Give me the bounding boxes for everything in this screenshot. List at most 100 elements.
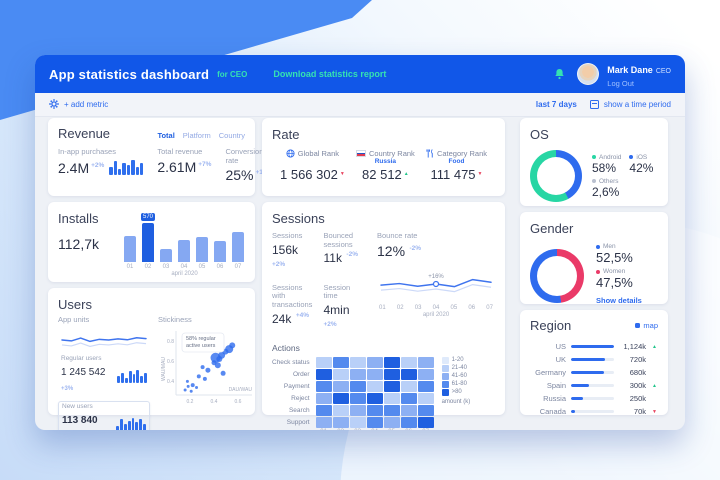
region-bar-fill (571, 345, 614, 348)
spark-bar (127, 420, 131, 430)
x-tick-label: 02 (333, 429, 349, 430)
app-units-label: App units (58, 315, 90, 324)
new-users-spark-chart (116, 417, 146, 430)
spark-bar (119, 419, 123, 430)
legend-item: >80 (441, 388, 471, 396)
heatmap-row (315, 380, 434, 392)
rank-value: 1 566 302 (280, 167, 338, 182)
region-bar-track (571, 397, 614, 400)
sessions-metrics: Sessions 156k +2% Bounced sessions 11k -… (272, 231, 366, 337)
heatmap-cell (349, 380, 366, 392)
tab-platform[interactable]: Platform (182, 131, 211, 140)
x-tick-label: 06 (216, 264, 224, 270)
os-donut-chart (530, 150, 582, 202)
metric-value: 25% (225, 167, 254, 184)
bar (214, 210, 226, 262)
show-details-link[interactable]: Show details (596, 296, 642, 305)
page-title: App statistics dashboard (49, 66, 210, 82)
svg-text:+16%: +16% (428, 274, 444, 280)
legend-ios: iOS 42% (629, 154, 658, 175)
region-bar-track (571, 410, 614, 413)
map-toggle[interactable]: map (635, 321, 658, 330)
region-value: 250k (629, 394, 646, 403)
heatmap-cell (349, 368, 366, 380)
region-value: 300k (629, 381, 646, 390)
region-bar-track (571, 358, 614, 361)
calendar-icon[interactable] (589, 100, 599, 109)
heatmap-cell (417, 368, 434, 380)
metric-label: Bounced sessions (323, 231, 354, 249)
heatmap-cell (366, 380, 383, 392)
legend-label: Men (603, 243, 616, 250)
period-current-label[interactable]: last 7 days (535, 100, 577, 109)
region-row: UK 720k (530, 353, 658, 366)
legend-swatch (441, 356, 449, 364)
region-row: Germany 680k (530, 366, 658, 379)
spark-bar (123, 424, 127, 430)
metric-bounced-sessions: Bounced sessions 11k -2% (323, 231, 366, 277)
download-report-link[interactable]: Download statistics report (273, 69, 387, 79)
notifications-bell-icon[interactable] (554, 68, 565, 80)
heatmap-cell (383, 380, 400, 392)
tab-country[interactable]: Country (218, 131, 245, 140)
logout-link[interactable]: Log Out (607, 79, 634, 89)
users-title: Users (58, 297, 92, 312)
settings-gear-icon[interactable] (49, 96, 59, 114)
users-left-column: App units Regular users 1 245 542 +3% (58, 315, 150, 430)
x-tick-label: 04 (432, 304, 440, 311)
legend-women: Women 47,5% (596, 268, 658, 290)
legend-label: Women (603, 268, 626, 275)
svg-text:0.8: 0.8 (167, 339, 174, 345)
x-tick-label: 03 (414, 304, 422, 311)
bar: 570 (140, 210, 156, 262)
x-tick-label: 01 (379, 304, 386, 311)
spark-bar (139, 163, 144, 175)
legend-men: Men 52,5% (596, 243, 658, 265)
bar (196, 210, 208, 262)
legend-label: 1-20 (451, 357, 464, 364)
dashboard-body: Revenue Total Platform Country In-app pu… (35, 117, 685, 430)
legend-value: 52,5% (596, 250, 633, 265)
revenue-title: Revenue (58, 126, 111, 141)
legend-value: 2,6% (592, 184, 620, 199)
spark-bar (131, 159, 135, 175)
bounce-rate-label: Bounce rate (377, 231, 418, 240)
legend-value: 47,5% (596, 275, 633, 290)
region-name: Canada (539, 407, 566, 416)
line-chart-svg (61, 336, 147, 347)
heatmap-row (315, 368, 434, 380)
installs-card: Installs 112,7k 570 01 02 03 04 05 06 07 april 2… (48, 202, 255, 282)
metric-value: 24k (272, 311, 292, 326)
region-name: Russia (543, 394, 566, 403)
add-metric-button[interactable]: + add metric (64, 100, 109, 109)
heatmap-cell (383, 404, 400, 416)
user-name-row: Mark Dane CEO (607, 59, 671, 79)
tab-total[interactable]: Total (157, 131, 175, 140)
metric-value: 1 245 542 (61, 366, 106, 378)
x-tick-label: 01 (316, 429, 332, 430)
heatmap-row-label: Payment (283, 382, 310, 390)
legend-item: 21-40 (441, 364, 471, 372)
legend-label: 41-60 (451, 373, 467, 380)
x-tick-label: 05 (450, 304, 458, 311)
region-bar-track (571, 345, 614, 348)
rank-value: 82 512 (362, 167, 402, 182)
bar-fill (142, 223, 154, 262)
new-users-row[interactable]: New users 113 840 +20% (58, 400, 150, 430)
women-dot-icon (596, 269, 600, 274)
x-tick-label: 07 (234, 264, 242, 270)
android-dot-icon (592, 155, 596, 159)
user-role: CEO (655, 68, 671, 76)
metric-label: Session time (323, 282, 351, 301)
x-tick-label: 02 (396, 304, 404, 311)
show-time-period-link[interactable]: show a time period (603, 100, 671, 109)
avatar[interactable] (577, 63, 600, 85)
legend-caption: amount (k) (441, 398, 471, 405)
heatmap-legend: 1-20 21-40 41-60 61-80 >80 amount (k) (441, 356, 471, 405)
legend-android: Android 58% (592, 154, 621, 175)
installs-title: Installs (58, 211, 99, 226)
region-value: 1,124k (623, 342, 646, 351)
x-tick-label: 06 (401, 429, 417, 430)
